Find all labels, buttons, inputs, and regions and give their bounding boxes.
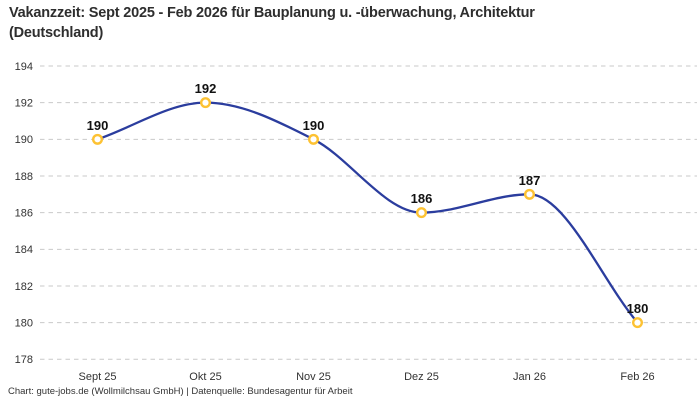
y-tick-label: 184 [15,244,33,256]
chart-title: Vakanzzeit: Sept 2025 - Feb 2026 für Bau… [9,5,535,41]
x-tick-label: Nov 25 [296,371,331,383]
data-point-marker [91,133,103,145]
data-label: 190 [87,118,109,133]
data-point-marker [199,97,211,109]
y-tick-label: 178 [15,354,33,366]
x-tick-label: Sept 25 [79,371,117,383]
data-label: 186 [411,191,433,206]
data-label: 180 [627,301,649,316]
data-point-marker [524,188,536,200]
chart-source-attribution: Chart: gute-jobs.de (Wollmilchsau GmbH) … [8,386,353,397]
x-tick-label: Okt 25 [189,371,221,383]
data-label: 192 [195,81,217,96]
x-tick-label: Feb 26 [620,371,654,383]
y-tick-label: 182 [15,281,33,293]
y-tick-label: 192 [15,98,33,110]
x-tick-label: Dez 25 [404,371,439,383]
data-label: 187 [519,173,541,188]
data-point-marker [308,133,320,145]
y-tick-label: 190 [15,134,33,146]
y-tick-label: 194 [15,61,33,73]
x-tick-label: Jan 26 [513,371,546,383]
y-tick-label: 180 [15,317,33,329]
data-label: 190 [303,118,325,133]
y-tick-label: 186 [15,208,33,220]
data-point-marker [416,207,428,219]
data-point-marker [632,317,644,329]
y-tick-label: 188 [15,171,33,183]
